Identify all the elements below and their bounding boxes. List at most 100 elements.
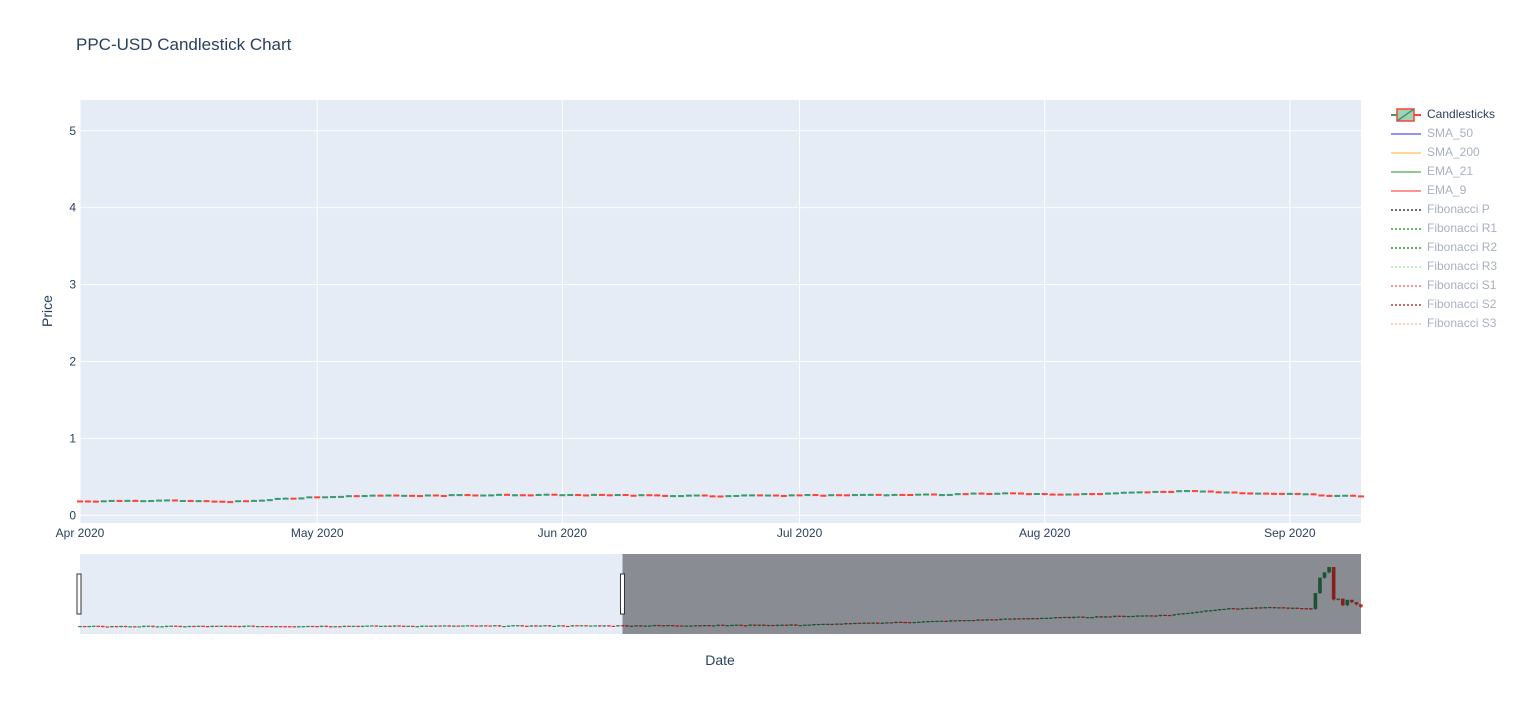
legend-item[interactable]: Fibonacci R1 (1390, 219, 1497, 238)
candlestick[interactable] (923, 493, 930, 496)
candlestick[interactable] (1184, 489, 1191, 493)
candlestick[interactable] (76, 500, 84, 503)
candlestick[interactable] (1350, 494, 1357, 497)
candlestick[interactable] (132, 499, 139, 502)
candlestick[interactable] (614, 494, 621, 497)
candlestick[interactable] (1278, 492, 1285, 495)
candlestick[interactable] (946, 493, 953, 496)
candlestick[interactable] (235, 500, 242, 503)
candlestick[interactable] (1318, 494, 1325, 497)
candlestick[interactable] (844, 494, 851, 497)
candlestick[interactable] (685, 494, 692, 497)
candlestick[interactable] (511, 494, 518, 497)
candlestick[interactable] (1104, 492, 1111, 495)
candlestick[interactable] (820, 494, 827, 497)
candlestick[interactable] (1342, 494, 1349, 497)
candlestick[interactable] (654, 494, 661, 497)
candlestick[interactable] (274, 497, 281, 500)
candlestick[interactable] (250, 499, 257, 502)
candlestick[interactable] (171, 499, 178, 502)
candlestick[interactable] (630, 494, 637, 497)
candlestick[interactable] (1057, 493, 1064, 496)
candlestick[interactable] (875, 493, 882, 496)
candlestick[interactable] (322, 496, 329, 499)
candlestick[interactable] (772, 494, 779, 497)
candlestick[interactable] (907, 493, 914, 496)
candlestick[interactable] (393, 494, 400, 497)
candlestick[interactable] (590, 493, 597, 496)
candlestick[interactable] (1168, 490, 1175, 493)
candlestick[interactable] (899, 493, 906, 496)
candlestick[interactable] (1215, 491, 1222, 494)
legend-item[interactable]: SMA_50 (1390, 124, 1497, 143)
candlestick[interactable] (100, 500, 107, 503)
candlestick[interactable] (693, 494, 700, 497)
candlestick[interactable] (1097, 493, 1104, 496)
candlestick[interactable] (535, 493, 542, 496)
candlestick[interactable] (583, 494, 590, 497)
candlestick[interactable] (282, 497, 289, 500)
candlestick[interactable] (962, 493, 969, 496)
candlestick[interactable] (488, 494, 495, 497)
candlestick[interactable] (559, 494, 566, 497)
candlestick[interactable] (353, 495, 360, 498)
candlestick[interactable] (938, 494, 945, 497)
legend-item[interactable]: Fibonacci R3 (1390, 257, 1497, 276)
candlestick[interactable] (298, 497, 305, 500)
candlestick[interactable] (432, 494, 439, 497)
candlestick[interactable] (361, 494, 368, 498)
candlestick[interactable] (84, 500, 91, 503)
candlestick[interactable] (1286, 492, 1293, 495)
candlestick[interactable] (717, 495, 724, 498)
candlestick[interactable] (258, 499, 265, 502)
candlestick[interactable] (930, 493, 938, 496)
candlestick[interactable] (567, 493, 574, 497)
legend-item[interactable]: Fibonacci S3 (1390, 314, 1497, 333)
candlestick[interactable] (290, 497, 297, 500)
candlestick[interactable] (646, 494, 653, 497)
candlestick[interactable] (701, 494, 708, 497)
candlestick[interactable] (1223, 491, 1230, 494)
candlestick[interactable] (970, 492, 977, 495)
candlestick[interactable] (1310, 493, 1317, 496)
candlestick[interactable] (1334, 494, 1341, 497)
candlestick[interactable] (1025, 493, 1032, 496)
candlestick[interactable] (156, 499, 163, 502)
candlestick[interactable] (424, 494, 431, 497)
candlestick[interactable] (804, 494, 811, 497)
candlestick[interactable] (448, 494, 455, 497)
candlestick[interactable] (851, 493, 858, 497)
candlestick[interactable] (1326, 494, 1333, 497)
candlestick[interactable] (243, 500, 250, 503)
candlestick[interactable] (203, 500, 210, 503)
candlestick[interactable] (266, 499, 273, 502)
candlestick[interactable] (598, 493, 605, 496)
candlestick[interactable] (1191, 490, 1198, 493)
range-slider-right-handle[interactable] (619, 573, 625, 615)
candlestick[interactable] (1176, 490, 1183, 493)
candlestick[interactable] (1231, 491, 1238, 494)
candlestick[interactable] (456, 494, 463, 497)
candlestick[interactable] (92, 500, 99, 503)
candlestick[interactable] (1073, 493, 1080, 496)
candlestick[interactable] (337, 495, 344, 498)
candlestick[interactable] (954, 492, 961, 496)
candlestick[interactable] (1144, 491, 1151, 494)
candlestick[interactable] (1160, 490, 1167, 493)
legend-item[interactable]: Fibonacci P (1390, 200, 1497, 219)
candlestick[interactable] (148, 500, 155, 503)
candlestick[interactable] (195, 500, 202, 503)
candlestick[interactable] (662, 494, 669, 497)
candlestick[interactable] (1294, 492, 1301, 495)
legend-item[interactable]: SMA_200 (1390, 143, 1497, 162)
candlestick[interactable] (891, 493, 898, 496)
legend-item[interactable]: EMA_21 (1390, 162, 1497, 181)
candlestick[interactable] (796, 494, 803, 497)
candlestick[interactable] (1041, 493, 1048, 496)
candlestick[interactable] (1089, 493, 1096, 496)
candlestick[interactable] (211, 500, 218, 503)
candlestick[interactable] (622, 494, 629, 497)
candlestick[interactable] (480, 494, 487, 497)
candlestick[interactable] (757, 494, 764, 497)
candlestick[interactable] (733, 494, 740, 497)
